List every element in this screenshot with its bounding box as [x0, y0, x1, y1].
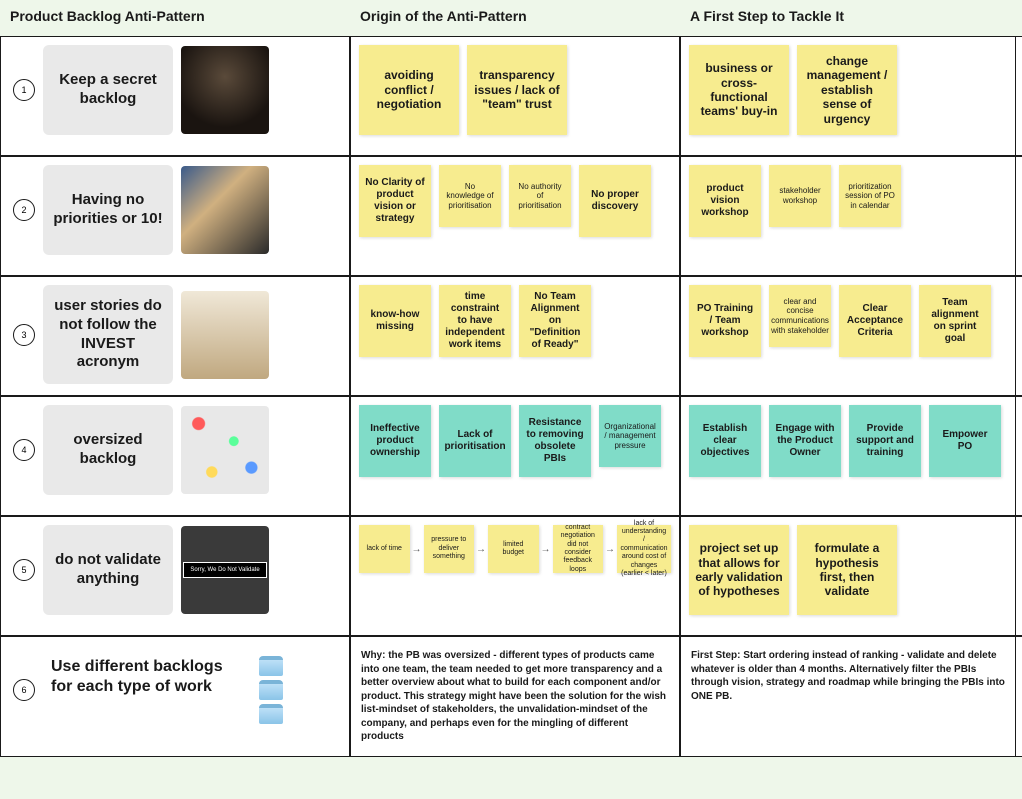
- sticky-note: formulate a hypothesis first, then valid…: [797, 525, 897, 615]
- row-right-sliver: [1016, 516, 1022, 636]
- header-col2: Origin of the Anti-Pattern: [350, 0, 680, 36]
- sticky-note: lack of understanding / communication ar…: [617, 525, 671, 573]
- sticky-note: No Clarity of product vision or strategy: [359, 165, 431, 237]
- row-origin: lack of time→pressure to deliver somethi…: [350, 516, 680, 636]
- arrow-icon: →: [605, 544, 615, 555]
- sticky-note: Organizational / management pressure: [599, 405, 661, 467]
- sticky-note: Lack of prioritisation: [439, 405, 511, 477]
- sticky-note: Ineffective product ownership: [359, 405, 431, 477]
- sticky-note: prioritization session of PO in calendar: [839, 165, 901, 227]
- sticky-note: Empower PO: [929, 405, 1001, 477]
- sticky-note: Establish clear objectives: [689, 405, 761, 477]
- row-thumbnail: [181, 291, 269, 379]
- header-col1: Product Backlog Anti-Pattern: [0, 0, 350, 36]
- sticky-note: No authority of prioritisation: [509, 165, 571, 227]
- row-tackle: Establish clear objectivesEngage with th…: [680, 396, 1016, 516]
- sticky-note: Resistance to removing obsolete PBIs: [519, 405, 591, 477]
- header-col4-sliver: [1016, 0, 1022, 36]
- row-antipattern: 1 Keep a secret backlog: [0, 36, 350, 156]
- sticky-note: limited budget: [488, 525, 539, 573]
- row-origin: Why: the PB was oversized - different ty…: [350, 636, 680, 757]
- sticky-note: Team alignment on sprint goal: [919, 285, 991, 357]
- sticky-note: business or cross-functional teams' buy-…: [689, 45, 789, 135]
- sticky-note: know-how missing: [359, 285, 431, 357]
- row-origin: No Clarity of product vision or strategy…: [350, 156, 680, 276]
- arrow-icon: →: [541, 544, 551, 555]
- row-number: 1: [13, 79, 35, 101]
- sticky-note: transparency issues / lack of "team" tru…: [467, 45, 567, 135]
- sticky-note: project set up that allows for early val…: [689, 525, 789, 615]
- sticky-note: time constraint to have independent work…: [439, 285, 511, 357]
- row-antipattern: 5 do not validate anything: [0, 516, 350, 636]
- row-origin: avoiding conflict / negotiationtranspare…: [350, 36, 680, 156]
- sticky-note: Provide support and training: [849, 405, 921, 477]
- sticky-note: change management / establish sense of u…: [797, 45, 897, 135]
- sticky-note: No knowledge of prioritisation: [439, 165, 501, 227]
- row-origin: know-how missingtime constraint to have …: [350, 276, 680, 396]
- row-antipattern: 2 Having no priorities or 10!: [0, 156, 350, 276]
- row-tackle: PO Training / Team workshopclear and con…: [680, 276, 1016, 396]
- row-tackle: project set up that allows for early val…: [680, 516, 1016, 636]
- row-number: 3: [13, 324, 35, 346]
- row-tackle: business or cross-functional teams' buy-…: [680, 36, 1016, 156]
- row-origin: Ineffective product ownershipLack of pri…: [350, 396, 680, 516]
- row-title: user stories do not follow the INVEST ac…: [43, 285, 173, 384]
- row-tackle: First Step: Start ordering instead of ra…: [680, 636, 1016, 757]
- row-thumbnail: [181, 46, 269, 134]
- row-right-sliver: [1016, 276, 1022, 396]
- row-title: do not validate anything: [43, 525, 173, 615]
- row-number: 2: [13, 199, 35, 221]
- row-thumbnail: [181, 526, 269, 614]
- row-title: oversized backlog: [43, 405, 173, 495]
- header-col3: A First Step to Tackle It: [680, 0, 1016, 36]
- arrow-icon: →: [412, 544, 422, 555]
- row-number: 5: [13, 559, 35, 581]
- sticky-note: clear and concise communications with st…: [769, 285, 831, 347]
- sticky-note: Clear Acceptance Criteria: [839, 285, 911, 357]
- row-number: 4: [13, 439, 35, 461]
- sticky-note: PO Training / Team workshop: [689, 285, 761, 357]
- row-antipattern: 6 Use different backlogs for each type of…: [0, 636, 350, 757]
- sticky-note: lack of time: [359, 525, 410, 573]
- sticky-note: pressure to deliver something: [424, 525, 475, 573]
- database-stack-icon: [251, 656, 291, 724]
- row-right-sliver: [1016, 36, 1022, 156]
- row-right-sliver: [1016, 156, 1022, 276]
- row-antipattern: 3 user stories do not follow the INVEST a…: [0, 276, 350, 396]
- anti-pattern-grid: Product Backlog Anti-Pattern Origin of t…: [0, 0, 1022, 757]
- sticky-note: Engage with the Product Owner: [769, 405, 841, 477]
- row-number: 6: [13, 679, 35, 701]
- row-title: Keep a secret backlog: [43, 45, 173, 135]
- origin-paragraph: Why: the PB was oversized - different ty…: [359, 645, 671, 748]
- sticky-note: No Team Alignment on "Definition of Read…: [519, 285, 591, 357]
- row-right-sliver: [1016, 636, 1022, 757]
- row-antipattern: 4 oversized backlog: [0, 396, 350, 516]
- tackle-paragraph: First Step: Start ordering instead of ra…: [689, 645, 1007, 707]
- row-thumbnail: [181, 406, 269, 494]
- sticky-note: stakeholder workshop: [769, 165, 831, 227]
- sticky-note: avoiding conflict / negotiation: [359, 45, 459, 135]
- sticky-note: No proper discovery: [579, 165, 651, 237]
- row-title: Having no priorities or 10!: [43, 165, 173, 255]
- row-title: Use different backlogs for each type of …: [43, 645, 243, 735]
- sticky-note: product vision workshop: [689, 165, 761, 237]
- row-thumbnail: [181, 166, 269, 254]
- arrow-icon: →: [476, 544, 486, 555]
- sticky-note: contract negotiation did not consider fe…: [553, 525, 604, 573]
- row-right-sliver: [1016, 396, 1022, 516]
- row-tackle: product vision workshopstakeholder works…: [680, 156, 1016, 276]
